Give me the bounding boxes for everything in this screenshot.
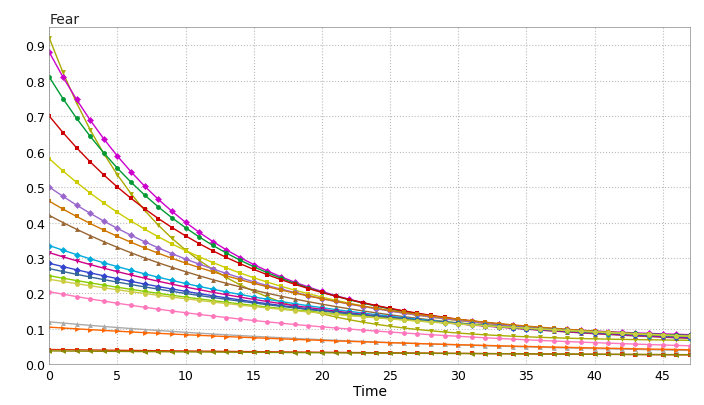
X-axis label: Time: Time [353,384,386,399]
Text: Fear: Fear [49,13,80,27]
